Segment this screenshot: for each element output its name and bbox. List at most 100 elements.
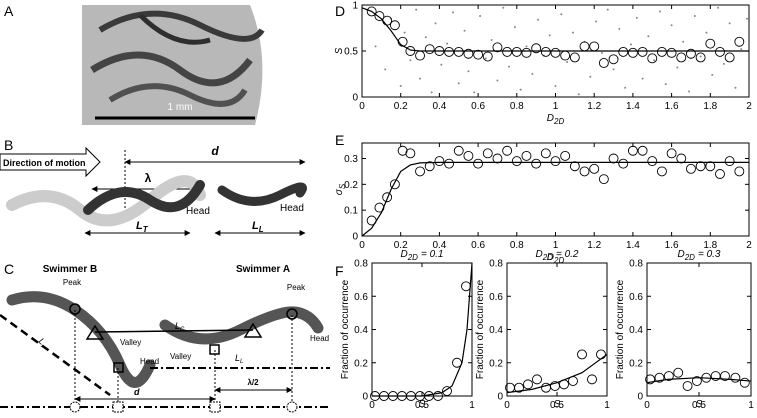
data-circle: [511, 46, 522, 57]
label-sub: L: [259, 225, 264, 234]
data-circle: [444, 158, 455, 169]
x-tick-label: 0: [644, 400, 650, 411]
x-tick-label: 1.4: [626, 101, 640, 112]
data-circle: [521, 150, 532, 161]
data-circle: [579, 166, 590, 177]
label: L: [37, 336, 47, 347]
chart-title: D2D = 0.3: [678, 249, 721, 262]
x-tick-label: 0.8: [510, 240, 524, 251]
data-circle: [461, 281, 471, 292]
y-tick-label: 0: [637, 392, 643, 403]
x-tick-label: 0: [359, 101, 365, 112]
data-dot: [606, 8, 609, 11]
data-dot: [374, 45, 377, 48]
data-circle: [540, 148, 551, 159]
data-circle: [645, 374, 656, 385]
data-circle: [502, 46, 513, 57]
data-dot: [415, 8, 418, 11]
data-circle: [598, 174, 609, 185]
x-tick-label: 0.5: [550, 400, 564, 411]
data-dot: [600, 51, 603, 54]
data-circle: [482, 148, 493, 159]
x-axis-label: D: [547, 252, 554, 263]
data-circle: [444, 46, 455, 57]
data-dot: [424, 36, 427, 39]
data-circle: [453, 145, 464, 156]
label: Swimmer B: [43, 264, 97, 275]
data-dot: [740, 48, 743, 51]
data-circle: [682, 381, 693, 391]
data-circle: [560, 150, 571, 161]
x-tick-label: 1.6: [665, 101, 679, 112]
data-circle: [618, 46, 629, 57]
chart-title-rest: = 0.2: [556, 249, 579, 260]
data-circle: [705, 38, 716, 49]
y-axis-label-sub: S: [338, 183, 347, 189]
data-circle: [405, 148, 416, 159]
data-circle: [734, 36, 745, 47]
data-circle: [724, 156, 735, 167]
data-circle: [627, 47, 638, 58]
data-dot: [734, 86, 737, 89]
svg-text:LL: LL: [235, 353, 243, 365]
data-dot: [490, 38, 493, 41]
data-circle: [686, 163, 696, 174]
data-circle: [647, 53, 658, 64]
x-tick-label: 0: [359, 240, 365, 251]
data-circle: [666, 47, 677, 58]
data-dot: [647, 35, 650, 38]
x-tick-label: 1.2: [587, 101, 601, 112]
data-circle: [463, 150, 474, 161]
x-tick-label: 1.6: [665, 240, 679, 251]
y-tick-label: 0.2: [344, 180, 358, 191]
data-circle: [676, 52, 687, 63]
data-circle: [577, 349, 587, 360]
data-circle: [637, 145, 648, 156]
panel-label: D: [335, 3, 345, 19]
x-tick-label: 0.8: [510, 101, 524, 112]
panel-label: E: [335, 132, 344, 148]
y-tick-label: 0: [352, 232, 358, 243]
data-circle: [511, 156, 522, 167]
data-circle: [424, 161, 435, 172]
svg-text:LL: LL: [252, 220, 264, 234]
scale-label: 1 mm: [168, 102, 193, 113]
y-axis-label: Fraction of occurrence: [615, 279, 626, 379]
x-axis-label: D: [547, 113, 554, 124]
y-tick-label: 0.8: [354, 259, 368, 270]
data-dot: [693, 15, 696, 18]
data-dot: [635, 16, 638, 19]
panel-label: C: [4, 261, 14, 277]
data-dot: [664, 83, 667, 86]
plot-frame: [506, 262, 608, 397]
data-circle: [589, 41, 600, 52]
data-circle: [463, 48, 474, 59]
data-circle: [666, 148, 677, 159]
x-tick-label: 0.4: [432, 240, 446, 251]
diagram-b: Direction of motion d λ Head Head LT LL: [0, 144, 307, 236]
chart-title: D2D = 0.1: [401, 249, 444, 262]
data-circle: [531, 43, 542, 54]
data-dot: [451, 11, 454, 14]
y-tick-label: 0.6: [354, 292, 368, 303]
label: Head: [280, 203, 304, 214]
data-circle: [397, 145, 408, 156]
x-tick-label: 0: [369, 400, 375, 411]
x-tick-label: 1: [553, 101, 559, 112]
label: Peak: [63, 278, 82, 287]
label: Swimmer A: [236, 264, 290, 275]
data-dot: [746, 17, 749, 20]
data-circle: [705, 161, 716, 172]
x-tick-label: 0.5: [692, 400, 706, 411]
data-circle: [598, 58, 609, 68]
data-dot: [409, 59, 412, 62]
data-dot: [676, 66, 679, 69]
data-circle: [734, 166, 745, 177]
data-dot: [403, 31, 406, 34]
data-dot: [548, 34, 551, 37]
data-circle: [514, 382, 524, 393]
data-circle: [715, 169, 725, 179]
data-circle: [663, 371, 674, 381]
label: λ/2: [247, 378, 259, 387]
y-tick-label: 0.5: [344, 47, 358, 58]
